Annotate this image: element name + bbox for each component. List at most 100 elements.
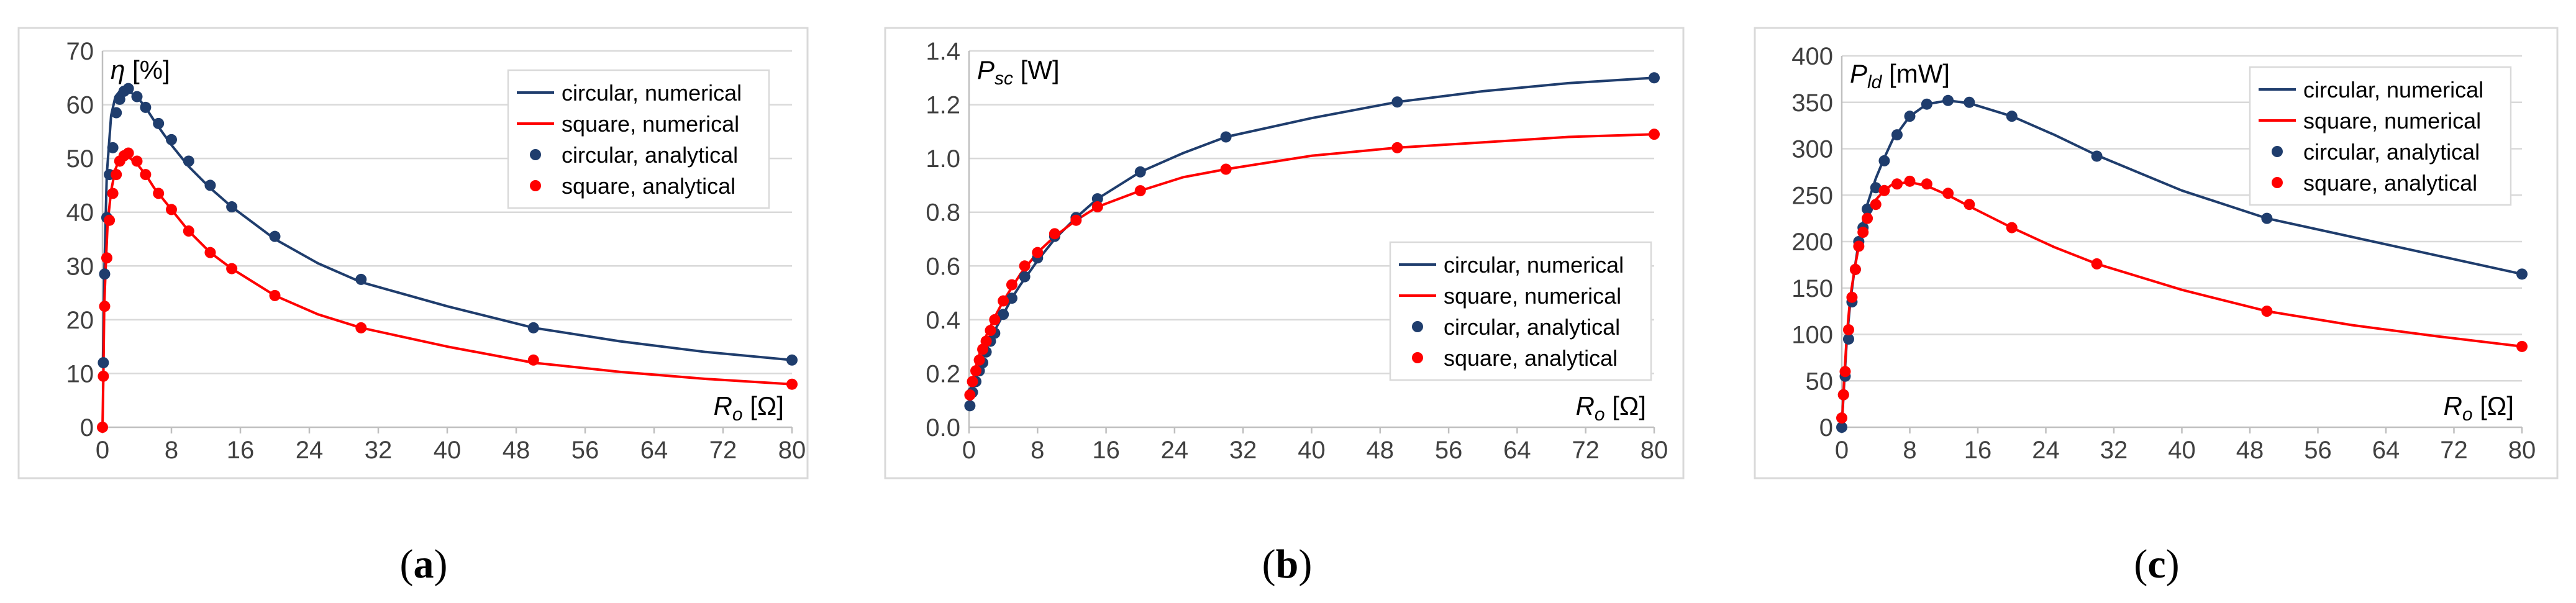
data-point-circular-analytical (226, 201, 238, 213)
chart-panel-b: 0.0 0.2 0.4 0.6 0.8 1.0 1.2 1.4 0 8 16 24 32 40 48 56 64… (884, 27, 1685, 587)
data-point-square-analytical (1019, 260, 1031, 272)
panel-label-letter: c (2147, 542, 2165, 587)
data-point-circular-analytical (1091, 193, 1103, 205)
y-tick-label: 200 (1791, 229, 1833, 256)
data-point-circular-analytical (99, 268, 111, 280)
y-tick-label: 60 (66, 92, 94, 119)
data-point-square-analytical (1032, 247, 1044, 258)
x-tick-label: 80 (778, 437, 806, 464)
x-axis-label: Ro [Ω] (714, 391, 784, 425)
data-point-square-analytical (153, 188, 165, 199)
y-axis-label-symbol: P (977, 55, 994, 84)
data-point-square-analytical (99, 301, 111, 312)
y-axis-label: η [%] (111, 55, 170, 84)
data-point-square-analytical (104, 214, 116, 226)
data-point-square-analytical (204, 247, 216, 258)
data-point-square-analytical (1391, 142, 1403, 153)
data-point-square-analytical (1839, 366, 1851, 378)
y-axis-label-subscript: ld (1867, 72, 1883, 93)
data-point-square-analytical (1849, 263, 1861, 275)
x-axis-label-unit: [Ω] (743, 391, 784, 420)
data-point-circular-analytical (2091, 150, 2103, 162)
x-tick-label: 24 (296, 437, 324, 464)
data-point-square-analytical (1862, 212, 1873, 224)
data-point-circular-analytical (2516, 268, 2528, 280)
y-axis-label-unit: [W] (1013, 55, 1060, 84)
y-tick-label: 400 (1791, 43, 1833, 70)
data-point-square-analytical (1220, 163, 1232, 175)
data-point-square-analytical (1921, 178, 1932, 190)
y-tick-label: 50 (1806, 368, 1834, 395)
data-point-square-analytical (989, 314, 1001, 325)
legend-entry: square, numerical (1444, 283, 1621, 309)
data-point-square-analytical (1870, 199, 1882, 211)
x-tick-label: 56 (1435, 437, 1463, 464)
data-point-circular-analytical (1878, 155, 1890, 166)
legend-entry: square, analytical (1444, 345, 1618, 371)
x-axis-label-unit: [Ω] (2473, 391, 2514, 420)
x-axis-label-subscript: o (2462, 404, 2473, 425)
y-tick-label: 0.6 (926, 253, 960, 280)
y-tick-label: 0.2 (926, 360, 960, 388)
x-tick-label: 8 (165, 437, 178, 464)
x-tick-label: 48 (2236, 437, 2264, 464)
data-point-square-analytical (131, 155, 143, 167)
legend-entry: circular, numerical (1444, 252, 1624, 278)
data-point-square-analytical (355, 322, 367, 333)
panel-label-letter: b (1276, 542, 1299, 587)
data-point-square-analytical (1942, 188, 1954, 199)
x-axis-label-symbol: R (714, 391, 732, 420)
data-point-circular-analytical (1904, 111, 1916, 122)
data-point-square-analytical (1853, 240, 1865, 252)
data-point-square-analytical (527, 354, 539, 366)
x-tick-label: 64 (2372, 437, 2400, 464)
y-tick-label: 1.2 (926, 92, 960, 119)
y-axis-label: Psc [W] (977, 55, 1060, 89)
legend-swatch-marker (530, 180, 541, 191)
data-point-square-analytical (1091, 201, 1103, 213)
data-point-circular-analytical (183, 155, 194, 167)
x-tick-label: 64 (640, 437, 668, 464)
panel-label-close: ) (2166, 542, 2180, 587)
data-point-square-analytical (1134, 185, 1146, 197)
data-point-circular-analytical (355, 273, 367, 285)
data-point-square-analytical (226, 263, 238, 274)
legend-swatch-marker (1412, 352, 1423, 363)
legend-entry: circular, analytical (562, 142, 738, 168)
data-point-circular-analytical (204, 179, 216, 191)
data-point-square-analytical (1904, 175, 1916, 187)
y-tick-label: 30 (66, 253, 94, 280)
data-point-circular-analytical (1019, 271, 1031, 283)
x-tick-label: 0 (96, 437, 109, 464)
panel-label-open: ( (1262, 542, 1276, 587)
x-axis-label-symbol: R (2444, 391, 2462, 420)
x-tick-label: 48 (1367, 437, 1395, 464)
y-tick-label: 250 (1791, 182, 1833, 209)
data-point-square-analytical (111, 169, 122, 181)
data-point-square-analytical (140, 169, 152, 181)
panel-label-open: ( (400, 542, 414, 587)
data-point-square-analytical (973, 354, 985, 366)
data-point-square-analytical (2006, 222, 2018, 233)
data-point-circular-analytical (1836, 422, 1847, 433)
data-point-square-analytical (970, 365, 982, 377)
data-point-square-analytical (967, 376, 978, 388)
y-tick-label: 0.8 (926, 199, 960, 227)
x-tick-label: 72 (709, 437, 737, 464)
y-tick-label: 350 (1791, 89, 1833, 117)
legend-entry: square, numerical (2303, 108, 2481, 134)
x-tick-label: 32 (1229, 437, 1257, 464)
x-tick-label: 16 (227, 437, 255, 464)
legend-swatch-marker (2272, 146, 2283, 157)
x-tick-label: 64 (1503, 437, 1531, 464)
x-tick-label: 24 (2032, 437, 2060, 464)
x-tick-label: 80 (1641, 437, 1668, 464)
data-point-circular-analytical (131, 91, 143, 102)
data-point-circular-analytical (98, 357, 109, 369)
data-point-circular-analytical (1870, 182, 1882, 194)
x-tick-label: 72 (1572, 437, 1600, 464)
data-point-square-analytical (122, 147, 134, 159)
y-tick-label: 50 (66, 145, 94, 173)
legend-entry: circular, analytical (1444, 314, 1620, 340)
